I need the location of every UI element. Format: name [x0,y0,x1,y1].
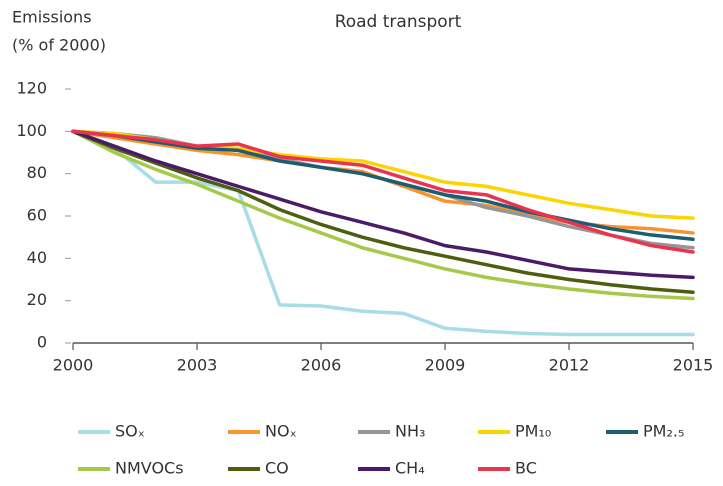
series-line [71,129,695,280]
series-line [71,129,695,254]
series-line [71,129,695,242]
y-tick-label: 100 [16,121,47,140]
legend-label: NMVOCs [115,459,184,478]
x-tick-label: 2015 [673,356,714,375]
y-tick-label: 60 [27,206,47,225]
x-tick-label: 2003 [177,356,218,375]
legend-label: SOₓ [115,422,145,441]
x-tick-label: 2009 [425,356,466,375]
y-tick-label: 20 [27,290,47,309]
x-tick-label: 2000 [53,356,94,375]
y-axis-label: (% of 2000) [12,36,106,55]
y-tick-label: 80 [27,163,47,182]
y-tick-label: 40 [27,248,47,267]
legend-label: BC [515,459,537,478]
legend-label: NH₃ [395,422,425,441]
x-tick-label: 2006 [301,356,342,375]
chart-title: Road transport [335,12,462,32]
legend-label: PM₁₀ [515,422,551,441]
y-tick-label: 0 [37,333,47,352]
y-axis-label: Emissions [12,8,92,27]
x-tick-label: 2012 [549,356,590,375]
series-line [71,129,695,337]
series-line [71,129,695,294]
legend-label: CH₄ [395,459,425,478]
series-line [71,129,695,301]
legend-label: PM₂.₅ [643,422,684,441]
legend-label: CO [265,459,289,478]
y-tick-label: 120 [16,79,47,98]
legend-label: NOₓ [265,422,297,441]
